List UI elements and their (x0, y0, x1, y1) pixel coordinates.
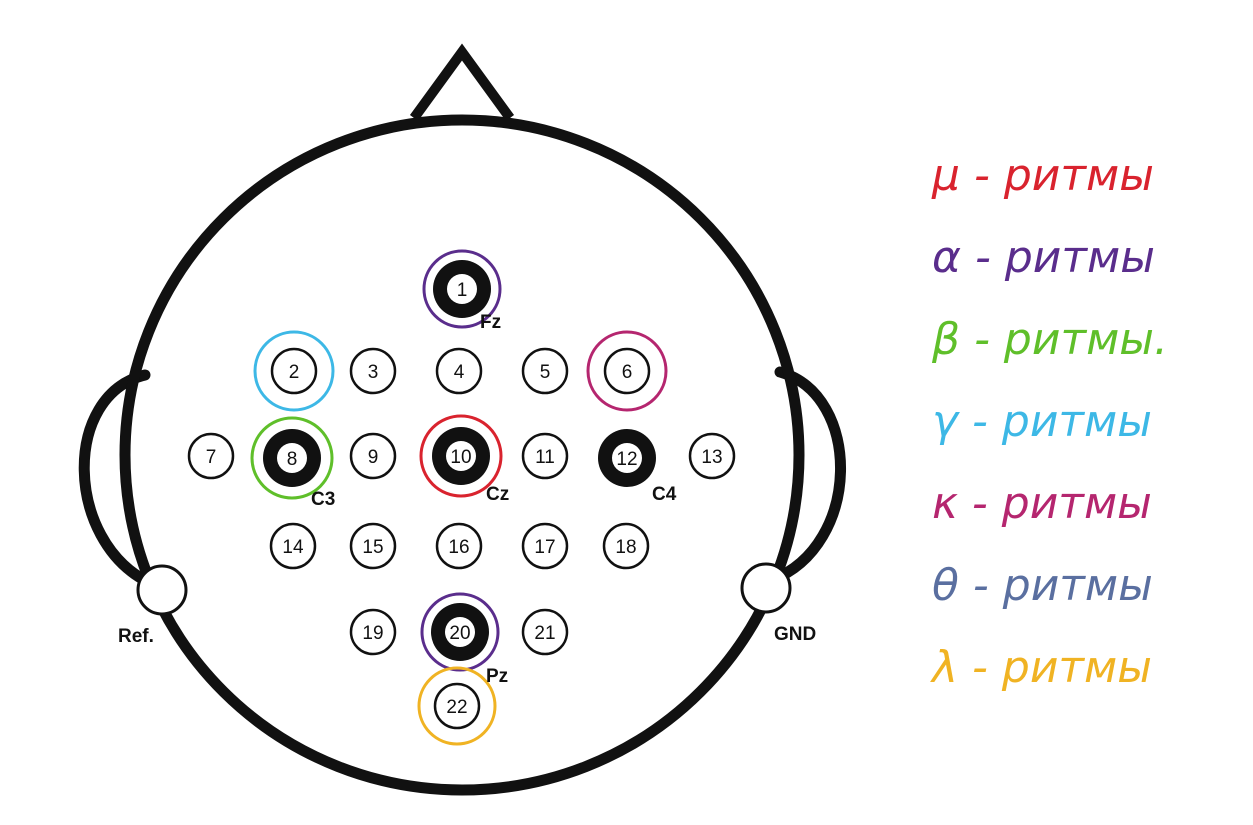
left-ear (78, 369, 154, 588)
electrode-18[interactable]: 18 (602, 522, 650, 570)
electrode-circle (187, 432, 235, 480)
electrode-circle (435, 522, 483, 570)
electrode-11[interactable]: 11 (521, 432, 569, 480)
electrode-circle (270, 347, 318, 395)
electrode-19[interactable]: 19 (349, 608, 397, 656)
electrode-label: 10 (450, 447, 471, 468)
electrode-7[interactable]: 7 (187, 432, 235, 480)
electrode-9[interactable]: 9 (349, 432, 397, 480)
skull-circle (119, 114, 805, 796)
electrode-core (447, 274, 477, 304)
highlight-ring-6 (586, 330, 668, 412)
electrode-2[interactable]: 2 (270, 347, 318, 395)
highlight-ring-8 (250, 416, 334, 500)
electrode-1[interactable]: 1 (433, 260, 491, 318)
highlight-ring-20 (420, 592, 500, 672)
electrode-label: 9 (368, 447, 379, 468)
electrode-label: 20 (449, 623, 470, 644)
electrode-label: 22 (446, 697, 467, 718)
electrode-5[interactable]: 5 (521, 347, 569, 395)
rhythm-legend: μ - ритмы α - ритмы β - ритмы. γ - ритмы κ -… (930, 150, 1168, 693)
electrode-label: 12 (616, 449, 637, 470)
electrode-circle (349, 608, 397, 656)
site-label-ref: Ref. (118, 626, 154, 647)
electrode-circle (349, 522, 397, 570)
electrode-15[interactable]: 15 (349, 522, 397, 570)
electrode-circle (349, 347, 397, 395)
electrode-circle (435, 347, 483, 395)
electrode-label: 18 (615, 537, 636, 558)
electrode-label: 5 (540, 362, 551, 383)
electrode-label: 15 (362, 537, 383, 558)
legend-item-mu: μ - ритмы (931, 150, 1154, 201)
electrode-16[interactable]: 16 (435, 522, 483, 570)
electrode-core (445, 617, 475, 647)
electrode-label: 8 (287, 449, 298, 470)
site-label-gnd: GND (774, 624, 816, 645)
electrode-circle (433, 682, 481, 730)
highlight-ring-22 (417, 666, 497, 746)
electrode-label: 2 (289, 362, 300, 383)
highlight-ring-2 (253, 330, 335, 412)
legend-item-lambda: λ - ритмы (930, 642, 1152, 693)
electrode-13[interactable]: 13 (688, 432, 736, 480)
gnd-clip (740, 562, 792, 614)
electrode-17[interactable]: 17 (521, 522, 569, 570)
site-labels: Fz C3 Cz C4 Pz Ref. GND (118, 312, 816, 687)
electrode-label: 19 (362, 623, 383, 644)
electrode-circle (688, 432, 736, 480)
legend-item-kappa: κ - ритмы (932, 478, 1152, 529)
right-ear (766, 366, 846, 586)
site-label-c4: C4 (652, 484, 677, 505)
electrode-12[interactable]: 12 (598, 429, 656, 487)
electrode-20[interactable]: 20 (431, 603, 489, 661)
electrode-label: 6 (622, 362, 633, 383)
electrode-label: 7 (206, 447, 217, 468)
electrode-circle (521, 432, 569, 480)
electrode-core (612, 443, 642, 473)
highlight-ring-1 (422, 249, 502, 329)
electrode-label: 11 (535, 447, 555, 468)
electrode-6[interactable]: 6 (603, 347, 651, 395)
electrode-label: 14 (282, 537, 304, 558)
electrode-label: 21 (534, 623, 555, 644)
legend-item-theta: θ - ритмы (932, 560, 1153, 611)
electrode-label: 4 (454, 362, 465, 383)
electrode-circle (521, 347, 569, 395)
head-outline (78, 43, 846, 796)
site-label-fz: Fz (480, 312, 501, 333)
nose-marker (409, 43, 515, 121)
electrode-core (277, 443, 307, 473)
electrode-circle (349, 432, 397, 480)
electrode-label: 17 (534, 537, 555, 558)
site-label-cz: Cz (486, 484, 509, 505)
highlight-ring-10 (419, 414, 503, 498)
electrode-core (446, 441, 476, 471)
electrode-circle (269, 522, 317, 570)
highlight-rings (250, 249, 668, 746)
legend-item-gamma: γ - ритмы (932, 396, 1152, 447)
electrode-22[interactable]: 22 (433, 682, 481, 730)
ref-clip (136, 564, 188, 616)
electrode-label: 16 (448, 537, 469, 558)
electrode-10[interactable]: 10 (432, 427, 490, 485)
legend-item-beta: β - ритмы. (931, 314, 1168, 365)
electrode-circle (602, 522, 650, 570)
site-label-pz: Pz (486, 666, 508, 687)
legend-item-alpha: α - ритмы (932, 232, 1155, 283)
site-label-c3: C3 (311, 489, 335, 510)
electrode-circle (521, 608, 569, 656)
electrode-label: 3 (368, 362, 379, 383)
electrode-circle (603, 347, 651, 395)
electrode-21[interactable]: 21 (521, 608, 569, 656)
electrode-14[interactable]: 14 (269, 522, 317, 570)
electrode-4[interactable]: 4 (435, 347, 483, 395)
electrode-8[interactable]: 8 (263, 429, 321, 487)
electrode-3[interactable]: 3 (349, 347, 397, 395)
electrode-circle (521, 522, 569, 570)
electrode-label: 13 (701, 447, 722, 468)
electrode-label: 1 (457, 280, 468, 301)
